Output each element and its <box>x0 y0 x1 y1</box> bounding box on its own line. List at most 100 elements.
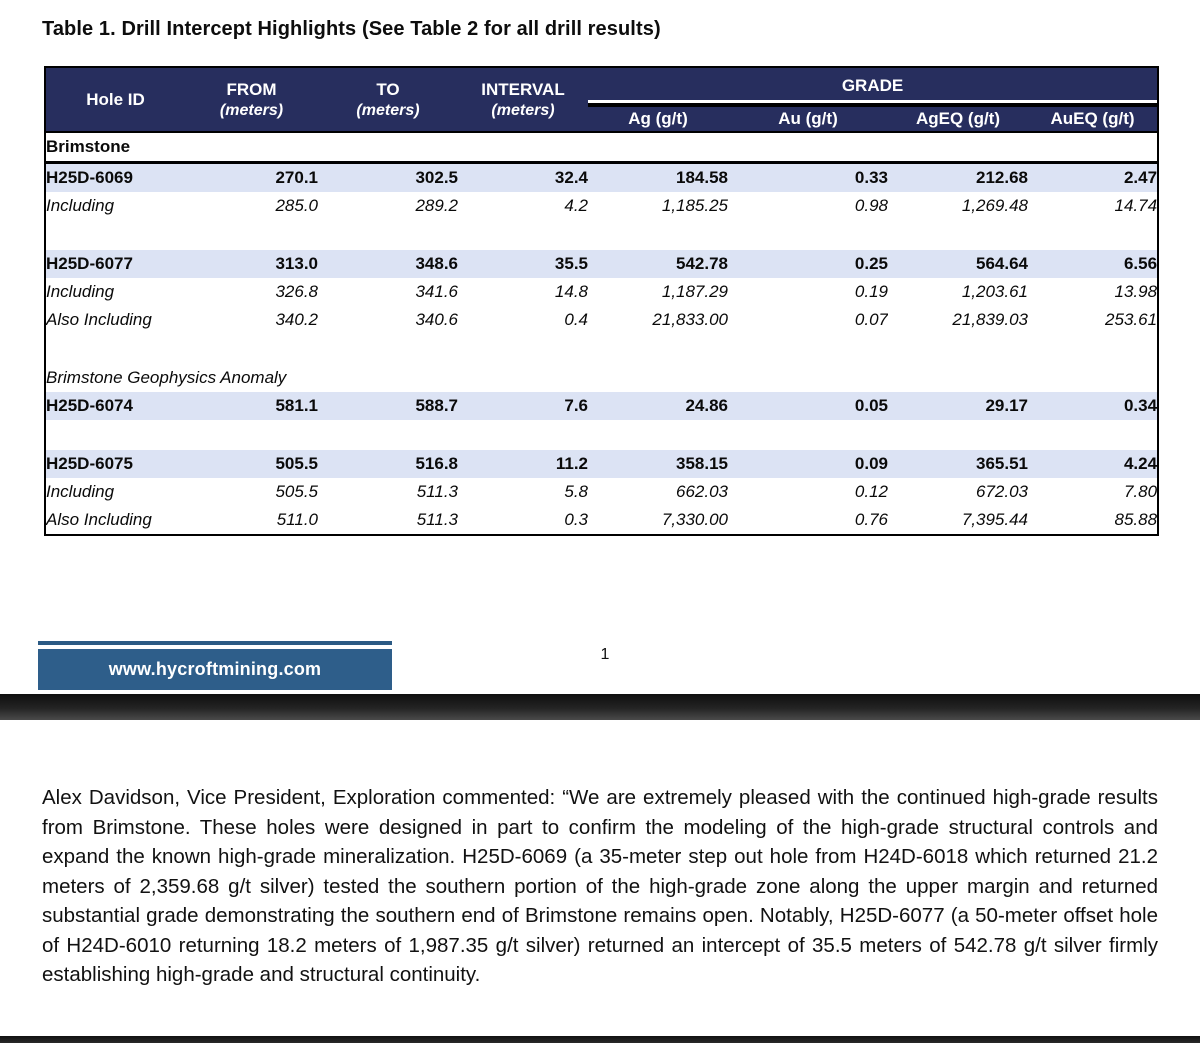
header-from: FROM (meters) <box>185 67 318 132</box>
value-cell: 542.78 <box>588 250 728 278</box>
value-cell: 313.0 <box>185 250 318 278</box>
value-cell: 511.3 <box>416 482 458 501</box>
bottom-bar <box>0 1036 1200 1043</box>
value-cell: 511.0 <box>276 510 318 529</box>
value-cell: 0.34 <box>1028 392 1159 420</box>
value-cell: 212.68 <box>888 162 1028 192</box>
header-to-units: (meters) <box>356 101 420 119</box>
value-cell: 672.03 <box>976 482 1028 501</box>
page-title: Table 1. Drill Intercept Highlights (See… <box>42 18 661 40</box>
value-cell: 7,395.44 <box>961 510 1028 529</box>
value-cell: 5.8 <box>564 482 588 501</box>
header-to: TO (meters) <box>318 67 458 132</box>
hole-id-cell: H25D-6075 <box>45 450 185 478</box>
header-interval-units: (meters) <box>491 101 555 119</box>
table-row: Including 505.5 511.3 5.8 662.03 0.12 67… <box>45 478 1158 506</box>
table-header: Hole ID FROM (meters) TO (meters) INTERV… <box>45 67 1159 132</box>
value-cell: 340.2 <box>275 310 318 329</box>
header-ageq: AgEQ (g/t) <box>888 105 1028 132</box>
value-cell: 0.25 <box>728 250 888 278</box>
value-cell: 0.09 <box>728 450 888 478</box>
section-row: Brimstone Geophysics Anomaly <box>45 364 1158 392</box>
table-row: H25D-6077 313.0 348.6 35.5 542.78 0.25 5… <box>45 250 1159 278</box>
header-aueq: AuEQ (g/t) <box>1028 105 1159 132</box>
value-cell: 581.1 <box>185 392 318 420</box>
value-cell: 0.05 <box>728 392 888 420</box>
hole-id-cell: Also Including <box>46 510 152 529</box>
value-cell: 2.47 <box>1028 162 1159 192</box>
value-cell: 365.51 <box>888 450 1028 478</box>
value-cell: 358.15 <box>588 450 728 478</box>
hole-id-cell: Including <box>46 282 115 301</box>
value-cell: 1,187.29 <box>661 282 728 301</box>
value-cell: 21,839.03 <box>952 310 1028 329</box>
value-cell: 29.17 <box>888 392 1028 420</box>
hole-id-cell: Including <box>46 196 115 215</box>
value-cell: 511.3 <box>416 510 458 529</box>
value-cell: 6.56 <box>1028 250 1159 278</box>
value-cell: 505.5 <box>275 482 318 501</box>
value-cell: 35.5 <box>458 250 588 278</box>
value-cell: 11.2 <box>458 450 588 478</box>
value-cell: 0.3 <box>564 510 588 529</box>
table-row: Also Including 340.2 340.6 0.4 21,833.00… <box>45 306 1158 334</box>
divider-bar <box>0 694 1200 720</box>
value-cell: 253.61 <box>1105 310 1158 329</box>
value-cell: 7.6 <box>458 392 588 420</box>
value-cell: 7.80 <box>1123 482 1158 501</box>
value-cell: 32.4 <box>458 162 588 192</box>
spacer-row <box>45 334 1159 364</box>
header-grade: GRADE <box>588 67 1159 107</box>
table-row: Including 285.0 289.2 4.2 1,185.25 0.98 … <box>45 192 1158 220</box>
value-cell: 184.58 <box>588 162 728 192</box>
value-cell: 14.74 <box>1114 196 1158 215</box>
value-cell: 24.86 <box>588 392 728 420</box>
value-cell: 0.4 <box>564 310 588 329</box>
hole-id-cell: H25D-6074 <box>45 392 185 420</box>
value-cell: 14.8 <box>554 282 588 301</box>
value-cell: 7,330.00 <box>661 510 728 529</box>
hole-id-cell: Including <box>46 482 115 501</box>
value-cell: 21,833.00 <box>652 310 728 329</box>
value-cell: 564.64 <box>888 250 1028 278</box>
value-cell: 1,269.48 <box>961 196 1028 215</box>
value-cell: 85.88 <box>1114 510 1158 529</box>
hole-id-cell: H25D-6077 <box>45 250 185 278</box>
value-cell: 0.33 <box>728 162 888 192</box>
value-cell: 516.8 <box>318 450 458 478</box>
hole-id-cell: H25D-6069 <box>45 162 185 192</box>
value-cell: 0.19 <box>854 282 888 301</box>
table-row: H25D-6069 270.1 302.5 32.4 184.58 0.33 2… <box>45 162 1159 192</box>
value-cell: 302.5 <box>318 162 458 192</box>
footer-rule <box>38 641 392 645</box>
value-cell: 0.76 <box>854 510 888 529</box>
value-cell: 505.5 <box>185 450 318 478</box>
value-cell: 0.12 <box>854 482 888 501</box>
value-cell: 326.8 <box>275 282 318 301</box>
value-cell: 270.1 <box>185 162 318 192</box>
footer-website-link[interactable]: www.hycroftmining.com <box>38 649 392 690</box>
table-row: Also Including 511.0 511.3 0.3 7,330.00 … <box>45 506 1158 535</box>
value-cell: 340.6 <box>415 310 458 329</box>
value-cell: 4.24 <box>1028 450 1159 478</box>
header-interval: INTERVAL (meters) <box>458 67 588 132</box>
header-from-units: (meters) <box>219 101 284 119</box>
spacer-row <box>45 420 1159 450</box>
value-cell: 285.0 <box>275 196 318 215</box>
value-cell: 289.2 <box>415 196 458 215</box>
section-row: Brimstone <box>45 132 1159 164</box>
table-row: H25D-6075 505.5 516.8 11.2 358.15 0.09 3… <box>45 450 1159 478</box>
value-cell: 4.2 <box>564 196 588 215</box>
spacer-row <box>45 220 1159 250</box>
value-cell: 13.98 <box>1114 282 1158 301</box>
page-number: 1 <box>600 646 610 663</box>
value-cell: 588.7 <box>318 392 458 420</box>
value-cell: 0.07 <box>854 310 888 329</box>
drill-intercept-table: Hole ID FROM (meters) TO (meters) INTERV… <box>44 66 1160 536</box>
body-paragraph: Alex Davidson, Vice President, Explorati… <box>42 786 1158 986</box>
value-cell: 1,185.25 <box>661 196 728 215</box>
value-cell: 0.98 <box>854 196 888 215</box>
section-label: Brimstone <box>45 132 1159 164</box>
header-au: Au (g/t) <box>728 105 888 132</box>
